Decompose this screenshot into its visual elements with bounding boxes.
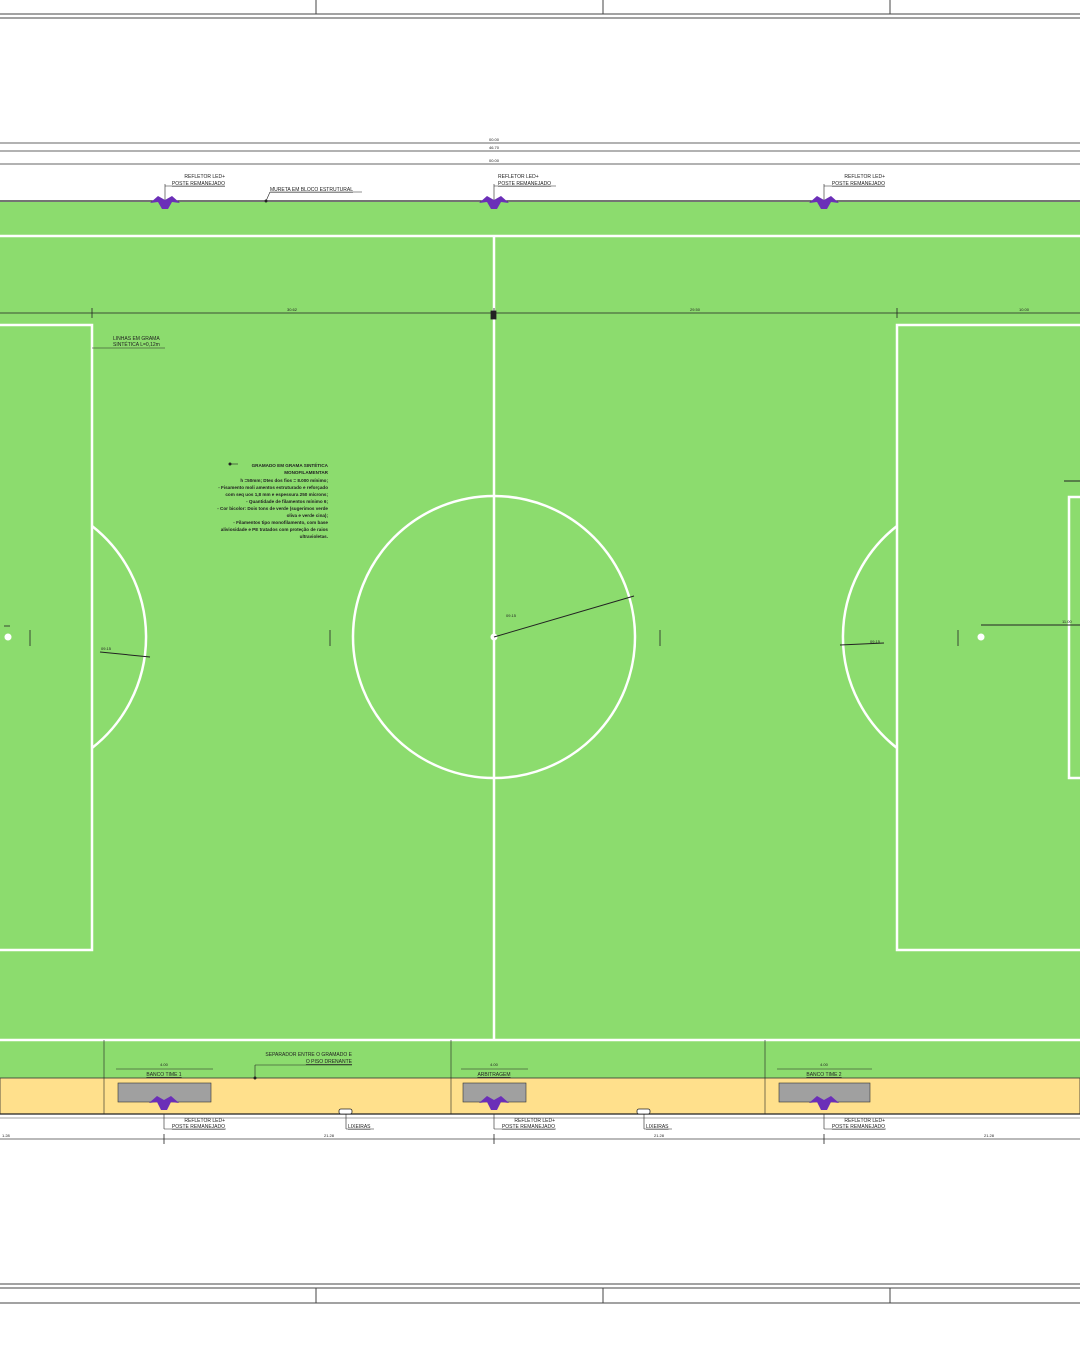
wall-label: MURETA EM BLOCO ESTRUTURAL	[270, 187, 353, 193]
penalty-area-left	[0, 323, 94, 952]
penalty-arc-left	[91, 525, 148, 749]
pole-b3-label-1: REFLETOR LED+	[844, 1118, 885, 1124]
led-pole-bottom-3	[809, 1096, 886, 1130]
center-radius-leader	[493, 595, 635, 638]
svg-text:- Cor bicolor: Dois tons de ve: - Cor bicolor: Dois tons de verde (suger…	[217, 506, 328, 511]
pole-top-right-label-1: REFLETOR LED+	[844, 174, 885, 180]
pole-top-left-label-1: REFLETOR LED+	[184, 174, 225, 180]
referee-label: ARBITRAGEM	[477, 1072, 510, 1078]
right-arc-leader	[839, 642, 885, 646]
bench1-label: BANCO TIME 1	[146, 1072, 181, 1078]
svg-text:- Filamentos tipo monofilament: - Filamentos tipo monofilamento, com bas…	[233, 520, 328, 525]
lines-note-1: LINHAS EM GRAMA	[113, 336, 160, 342]
svg-text:GRAMADO EM GRAMA SINTÉTICA: GRAMADO EM GRAMA SINTÉTICA	[252, 461, 329, 468]
penalty-area-right	[895, 323, 1080, 952]
dim-left-half: 30.62	[287, 307, 298, 312]
led-pole-bottom-1	[149, 1096, 226, 1130]
separator-label-2: O PISO DRENANTE	[306, 1059, 353, 1065]
pole-b2-label-2: POSTE REMANEJADO	[502, 1124, 555, 1130]
top-dimension-lines	[0, 142, 1080, 165]
bench2-label: BANCO TIME 2	[806, 1072, 841, 1078]
sheet-frame-bottom	[0, 1283, 1080, 1304]
svg-text:ultravioletas.: ultravioletas.	[300, 534, 328, 539]
led-pole-bottom-2	[479, 1096, 556, 1130]
turf-specification-note: GRAMADO EM GRAMA SINTÉTICA MONOFILAMENTA…	[217, 461, 328, 539]
top-dim-1: 00.00	[489, 137, 500, 142]
goal-area-right	[1067, 495, 1080, 780]
bottom-dim-2: 21.28	[654, 1133, 665, 1138]
bench2-dim: 4.00	[820, 1062, 829, 1067]
trash-bin-1	[338, 1108, 374, 1130]
lines-note-2: SINTÉTICA L=0,12m	[113, 341, 160, 348]
svg-text:com seq uos 1,8 mm e espessura: com seq uos 1,8 mm e espessura 250 mícro…	[225, 492, 328, 497]
pole-b1-label-2: POSTE REMANEJADO	[172, 1124, 225, 1130]
penalty-arc-right	[841, 525, 898, 749]
svg-text:- Quantidade de filamentos mín: - Quantidade de filamentos mínimo 6;	[246, 499, 328, 504]
led-pole-top-right	[809, 184, 885, 209]
dim-left-arc: 09.15	[101, 646, 112, 651]
pole-b1-label-1: REFLETOR LED+	[184, 1118, 225, 1124]
svg-text:oliva e verde cina);: oliva e verde cina);	[287, 513, 329, 518]
pole-top-left-label-2: POSTE REMANEJADO	[172, 181, 225, 187]
pole-top-center-label-1: REFLETOR LED+	[498, 174, 539, 180]
bin1-label: LIXEIRAS	[348, 1124, 371, 1130]
grass-surface	[0, 202, 1080, 1078]
led-pole-top-center	[479, 184, 556, 209]
pitch-markings	[0, 234, 1080, 1042]
left-arc-leader	[99, 651, 151, 658]
separator-label-1: SEPARADOR ENTRE O GRAMADO E	[265, 1052, 352, 1058]
bottom-dim-0: 1.28	[2, 1133, 11, 1138]
pole-top-right-label-2: POSTE REMANEJADO	[832, 181, 885, 187]
bin2-label: LIXEIRAS	[646, 1124, 669, 1130]
pole-b2-label-1: REFLETOR LED+	[514, 1118, 555, 1124]
penalty-spot-right	[977, 633, 985, 641]
pole-top-center-label-2: POSTE REMANEJADO	[498, 181, 551, 187]
svg-text:aliviosidade e PE tratados com: aliviosidade e PE tratados com proteção …	[221, 527, 329, 532]
referee-dim: 4.00	[490, 1062, 499, 1067]
led-pole-top-left	[150, 184, 225, 209]
field-dimension-line	[0, 308, 1080, 320]
top-dim-2: 46.70	[489, 145, 500, 150]
svg-text:MONOFILAMENTAR: MONOFILAMENTAR	[284, 470, 328, 475]
penalty-spot-left	[4, 633, 12, 641]
sheet-frame-top	[0, 0, 1080, 19]
bottom-dim-3: 21.28	[984, 1133, 995, 1138]
pole-b3-label-2: POSTE REMANEJADO	[832, 1124, 885, 1130]
trash-bin-2	[636, 1108, 672, 1130]
bench1-dim: 4.00	[160, 1062, 169, 1067]
svg-text:h =50mm; Dtex dos fios = 8.000: h =50mm; Dtex dos fios = 8.000 mínimo;	[240, 478, 328, 483]
dim-right-spot: 11.00	[1062, 619, 1072, 624]
dim-right-end: 10.00	[1019, 307, 1030, 312]
top-dim-3: 00.00	[489, 158, 500, 163]
dim-right-arc: 09.15	[870, 639, 881, 644]
svg-text:- Fisamento moli amentos estru: - Fisamento moli amentos estruturado e r…	[218, 485, 328, 490]
bottom-dim-1: 21.28	[324, 1133, 335, 1138]
dim-center-radius: 09.15	[506, 613, 517, 618]
center-circle	[351, 494, 637, 780]
dim-right-half: 29.50	[690, 307, 701, 312]
